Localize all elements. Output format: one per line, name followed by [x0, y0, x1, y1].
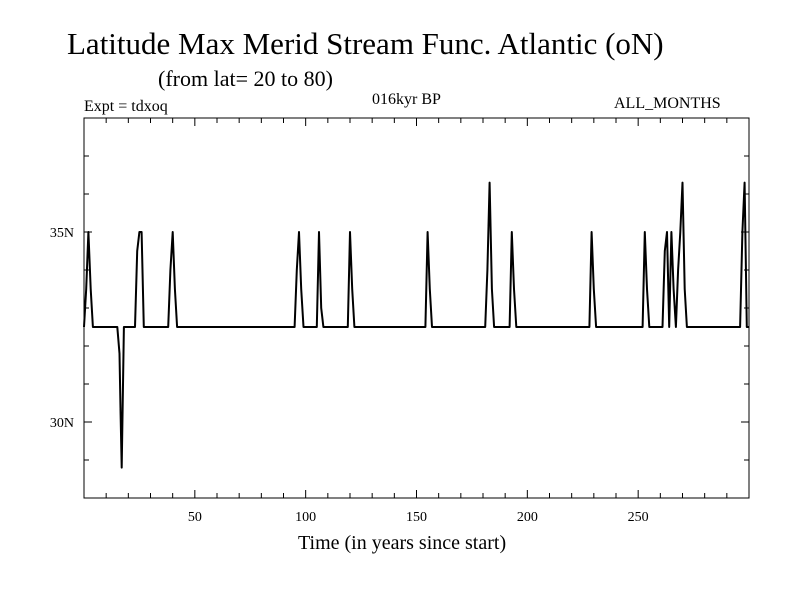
axis-ticks — [84, 118, 749, 498]
x-tick-label: 100 — [295, 510, 316, 525]
chart-title: Latitude Max Merid Stream Func. Atlantic… — [67, 26, 664, 61]
experiment-label: Expt = tdxoq — [84, 98, 168, 115]
y-tick-label: 35N — [50, 226, 74, 241]
x-tick-label: 50 — [188, 510, 202, 525]
x-axis-label: Time (in years since start) — [298, 532, 507, 554]
plot-frame — [83, 117, 750, 499]
period-label: 016kyr BP — [372, 91, 441, 108]
chart-subtitle: (from lat= 20 to 80) — [158, 66, 333, 91]
y-tick-label: 30N — [50, 416, 74, 431]
axis-tick-labels: 50 100 150 200 250 30N 35N — [50, 226, 649, 525]
x-tick-label: 150 — [406, 510, 427, 525]
x-tick-label: 200 — [517, 510, 538, 525]
months-label: ALL_MONTHS — [614, 95, 721, 112]
x-tick-label: 250 — [628, 510, 649, 525]
series-line-stream-lat — [83, 181, 749, 469]
